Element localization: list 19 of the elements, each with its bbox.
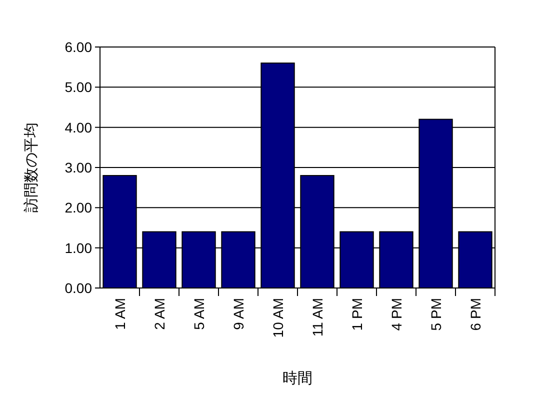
x-tick-label: 11 AM	[309, 298, 326, 337]
x-tick-label: 2 AM	[151, 298, 168, 330]
y-tick-label: 4.00	[64, 119, 92, 136]
y-tick-label: 2.00	[64, 200, 92, 216]
x-tick-label: 6 PM	[467, 298, 484, 331]
x-tick-label: 4 PM	[388, 298, 404, 331]
x-tick-label: 1 AM	[112, 298, 128, 330]
x-tick-label: 9 AM	[230, 298, 246, 330]
x-tick-label: 5 PM	[428, 298, 444, 331]
x-tick-label: 1 PM	[348, 298, 365, 331]
y-tick-label: 1.00	[64, 240, 92, 256]
y-tick-label: 5.00	[64, 79, 92, 96]
y-tick-label: 3.00	[64, 160, 92, 176]
y-tick-label: 0.00	[64, 280, 92, 296]
x-tick-label: 10 AM	[270, 298, 286, 338]
x-tick-label: 5 AM	[190, 298, 207, 330]
y-tick-label: 6.00	[64, 39, 92, 55]
x-axis-title: 時間	[282, 370, 312, 387]
y-axis-title: 訪問数の平均	[23, 122, 40, 212]
